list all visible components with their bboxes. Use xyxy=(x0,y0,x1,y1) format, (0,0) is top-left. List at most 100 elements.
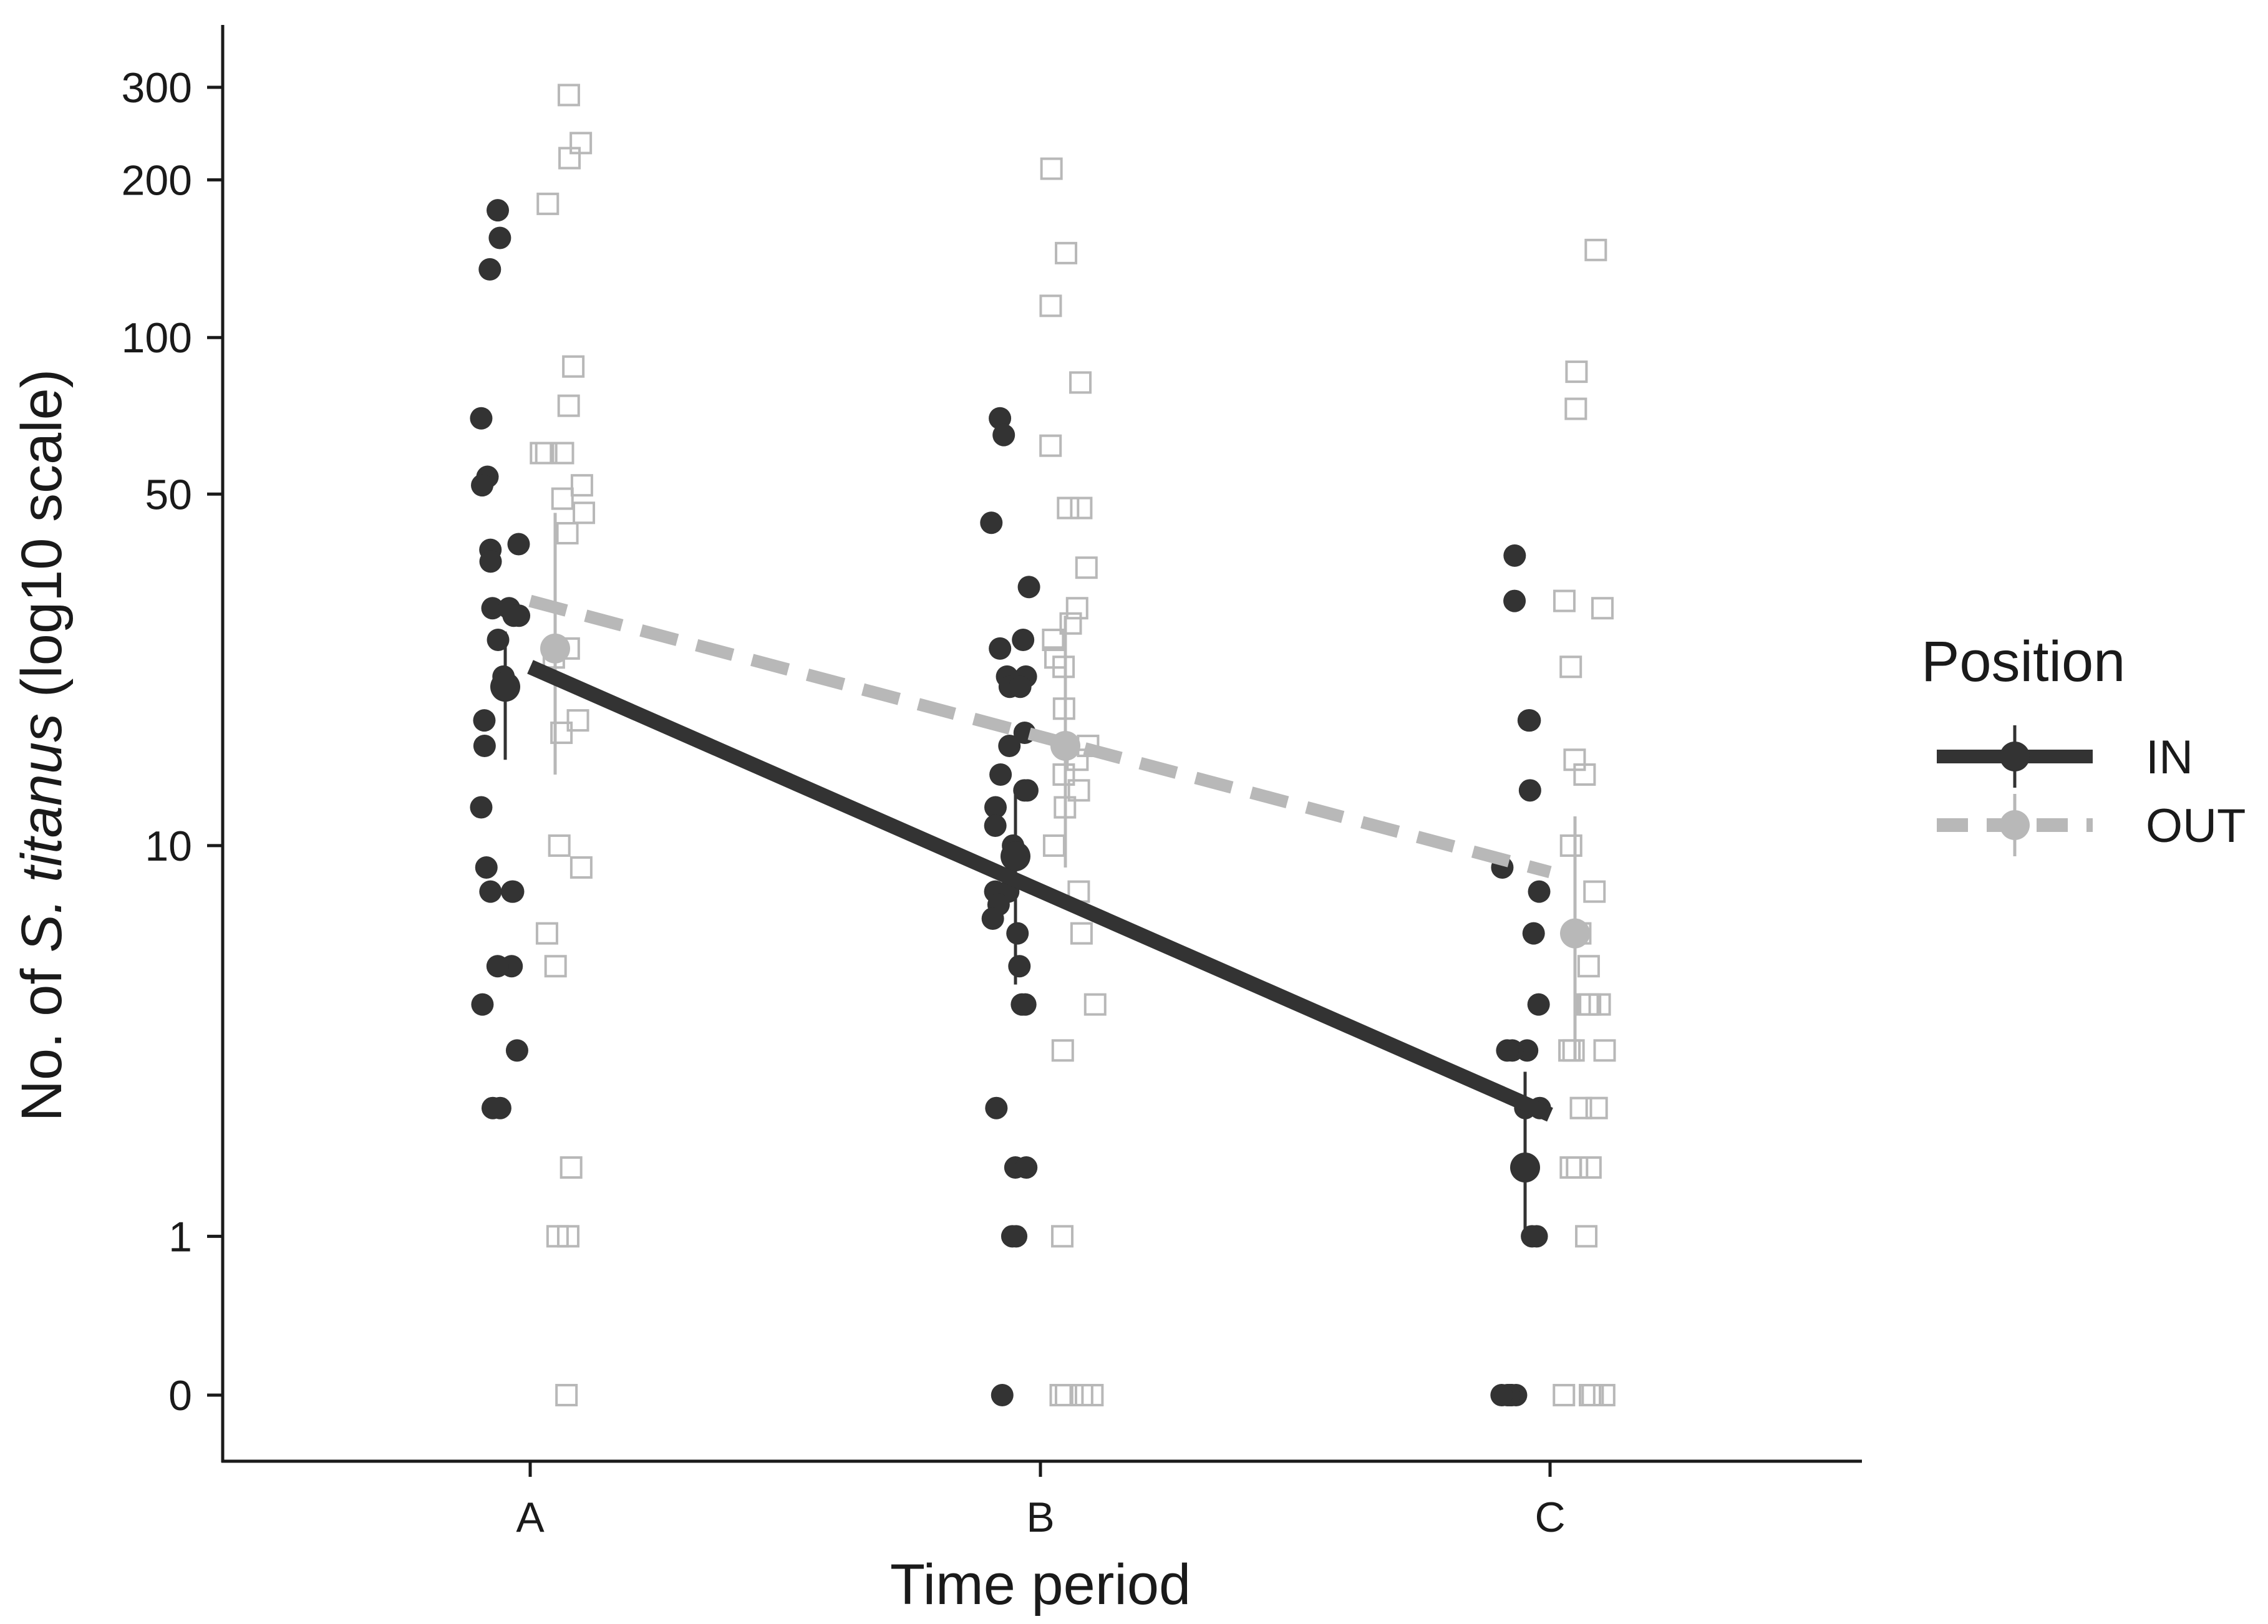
out-point xyxy=(1042,628,1065,651)
out-point xyxy=(1065,597,1088,620)
legend-swatch-point xyxy=(2000,742,2030,771)
out-point xyxy=(1039,434,1062,457)
in-point xyxy=(992,423,1015,447)
in-point xyxy=(989,637,1012,660)
x-tick-label: A xyxy=(516,1494,545,1541)
x-tick-label: C xyxy=(1534,1494,1565,1541)
out-point xyxy=(1052,655,1075,679)
out-point xyxy=(1070,922,1093,945)
in-point xyxy=(1518,709,1541,732)
out-point xyxy=(551,442,574,465)
out-point xyxy=(1588,993,1611,1016)
in-point xyxy=(1503,589,1526,612)
in-point xyxy=(1503,544,1526,567)
in-point xyxy=(473,709,496,732)
y-tick-label: 100 xyxy=(122,314,192,362)
in-point xyxy=(1009,675,1032,698)
in-point xyxy=(479,550,502,573)
out-point xyxy=(551,487,574,510)
out-point xyxy=(1049,1384,1072,1406)
in-point xyxy=(478,258,502,281)
x-axis-title: Time period xyxy=(890,1553,1191,1617)
in-point xyxy=(481,597,504,620)
y-axis-title-prefix: No. of xyxy=(10,952,74,1121)
out-point xyxy=(548,834,571,857)
out-fit-line xyxy=(528,594,1552,879)
in-point xyxy=(1528,880,1551,903)
out-point xyxy=(1553,589,1576,612)
axes: Time period No. of S. titanus (log10 sca… xyxy=(10,25,1862,1617)
in-point xyxy=(471,993,494,1016)
in-point xyxy=(998,734,1021,757)
out-point xyxy=(544,955,567,978)
in-point xyxy=(1001,1225,1024,1248)
out-point xyxy=(1051,1039,1074,1062)
in-point xyxy=(488,226,511,249)
legend-item-out: OUT xyxy=(1937,794,2246,856)
in-point xyxy=(1496,1039,1519,1062)
out-point xyxy=(556,521,579,544)
in-mean-point xyxy=(490,672,520,702)
in-point xyxy=(471,474,494,497)
in-point xyxy=(1527,993,1550,1016)
out-point xyxy=(1577,955,1600,978)
in-point xyxy=(502,880,525,903)
y-tick-label: 1 xyxy=(168,1213,192,1260)
out-point xyxy=(1069,371,1092,394)
in-point xyxy=(1522,922,1545,945)
out-point xyxy=(1576,993,1599,1016)
out-point xyxy=(1583,880,1606,903)
in-point xyxy=(486,955,509,978)
out-point xyxy=(1584,238,1607,261)
out-point xyxy=(569,856,593,879)
out-point xyxy=(1051,1225,1074,1248)
in-point xyxy=(1015,779,1039,802)
out-point xyxy=(1057,496,1080,520)
legend: Position IN OUT xyxy=(1921,630,2246,856)
in-point xyxy=(991,1384,1014,1406)
in-point xyxy=(470,796,493,819)
out-point xyxy=(536,192,560,215)
out-point xyxy=(530,442,553,465)
out-point xyxy=(535,922,558,945)
in-point xyxy=(508,604,531,627)
legend-label: OUT xyxy=(2146,800,2246,853)
out-point xyxy=(1579,1384,1602,1406)
in-point xyxy=(989,763,1012,786)
in-point xyxy=(470,407,493,430)
out-point xyxy=(556,1225,579,1248)
out-point xyxy=(1039,294,1062,317)
out-mean-point xyxy=(1560,918,1590,949)
out-point xyxy=(550,721,573,744)
out-point xyxy=(1070,496,1093,520)
out-point xyxy=(1083,993,1107,1016)
in-mean-point xyxy=(1510,1153,1540,1183)
legend-swatch-point xyxy=(2000,810,2030,840)
out-point xyxy=(1569,1096,1592,1119)
out-point xyxy=(1040,157,1063,180)
out-point xyxy=(1052,763,1075,786)
y-tick-label: 200 xyxy=(122,157,192,204)
out-point xyxy=(1059,612,1082,635)
out-point xyxy=(1585,1096,1608,1119)
y-axis-title-species: S. titanus xyxy=(10,713,74,953)
in-point xyxy=(980,511,1003,534)
out-point xyxy=(1573,763,1596,786)
in-point xyxy=(1490,1384,1513,1406)
out-point xyxy=(1553,1384,1576,1406)
in-point xyxy=(1010,993,1034,1016)
in-point xyxy=(507,533,530,556)
y-axis-title-suffix: (log10 scale) xyxy=(10,369,74,713)
out-point xyxy=(566,709,589,732)
out-point xyxy=(558,147,581,170)
in-point xyxy=(488,1096,511,1119)
in-point xyxy=(989,407,1012,430)
in-point xyxy=(1006,922,1029,945)
in-mean-point xyxy=(1001,841,1030,872)
out-point xyxy=(1575,1225,1598,1248)
out-point xyxy=(1559,834,1582,857)
out-point xyxy=(555,1384,578,1406)
in-point xyxy=(1008,955,1031,978)
